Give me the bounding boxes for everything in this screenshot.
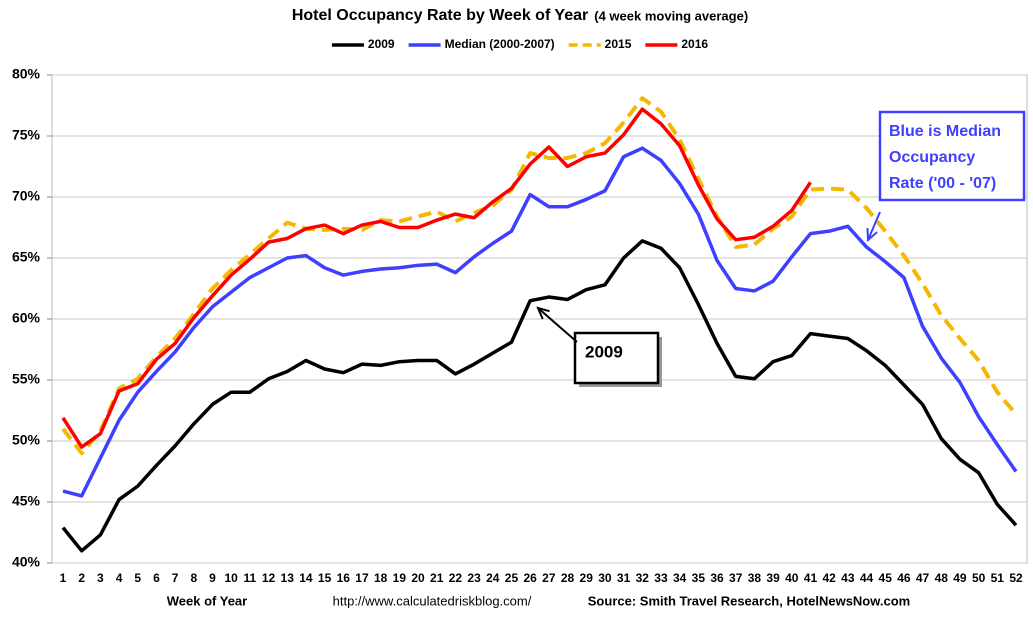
x-tick-label: 17 [355, 571, 369, 585]
y-tick-label: 50% [12, 432, 41, 448]
annotation-text: Blue is Median [889, 123, 1001, 140]
x-tick-label: 7 [172, 571, 179, 585]
legend-label: Median (2000-2007) [445, 37, 555, 51]
x-tick-label: 3 [97, 571, 104, 585]
source-note: Source: Smith Travel Research, HotelNews… [588, 593, 910, 608]
x-tick-label: 25 [505, 571, 519, 585]
chart-subtitle: (4 week moving average) [594, 8, 748, 23]
y-tick-label: 80% [12, 66, 41, 82]
x-tick-label: 20 [411, 571, 425, 585]
legend-label: 2009 [368, 37, 395, 51]
x-tick-label: 48 [935, 571, 949, 585]
legend: 2009 Median (2000-2007) 2015 2016 [331, 37, 708, 51]
x-tick-label: 24 [486, 571, 500, 585]
x-tick-label: 43 [841, 571, 855, 585]
series-line [61, 239, 1018, 553]
x-tick-label: 29 [580, 571, 594, 585]
annotation-arrowhead [536, 306, 550, 320]
series-line [61, 96, 1018, 456]
x-tick-label: 21 [430, 571, 444, 585]
chart-title: Hotel Occupancy Rate by Week of Year [292, 7, 588, 24]
x-tick-label: 26 [523, 571, 537, 585]
annotation-arrow [867, 211, 881, 241]
x-tick-label: 14 [299, 571, 313, 585]
annotation-box [878, 110, 1026, 202]
x-tick-label: 52 [1009, 571, 1023, 585]
y-tick-label: 40% [12, 554, 41, 570]
annotation-text: Rate ('00 - '07) [889, 175, 996, 192]
x-tick-label: 9 [209, 571, 216, 585]
annotation-box [573, 331, 660, 385]
x-tick-label: 40 [785, 571, 799, 585]
x-tick-label: 4 [116, 571, 123, 585]
x-tick-label: 15 [318, 571, 332, 585]
x-tick-label: 13 [281, 571, 295, 585]
x-tick-label: 38 [748, 571, 762, 585]
x-tick-label: 44 [860, 571, 874, 585]
x-tick-label: 22 [449, 571, 463, 585]
x-tick-label: 2 [78, 571, 85, 585]
x-axis-label: Week of Year [167, 593, 247, 608]
x-tick-label: 16 [337, 571, 351, 585]
legend-label: 2016 [681, 37, 708, 51]
x-tick-label: 31 [617, 571, 631, 585]
x-tick-label: 11 [244, 571, 257, 585]
x-tick-label: 1 [60, 571, 67, 585]
y-tick-label: 70% [12, 188, 41, 204]
x-tick-label: 30 [598, 571, 612, 585]
x-tick-label: 46 [897, 571, 911, 585]
y-tick-label: 75% [12, 127, 41, 143]
x-tick-label: 37 [729, 571, 743, 585]
x-tick-label: 51 [991, 571, 1005, 585]
x-tick-label: 34 [673, 571, 687, 585]
x-tick-label: 50 [972, 571, 986, 585]
y-tick-label: 60% [12, 310, 41, 326]
x-tick-label: 28 [561, 571, 575, 585]
x-tick-label: 18 [374, 571, 388, 585]
annotation-arrowhead [866, 227, 878, 243]
x-tick-label: 23 [467, 571, 481, 585]
x-tick-label: 41 [804, 571, 818, 585]
annotation-text: Occupancy [889, 149, 975, 166]
x-tick-label: 42 [822, 571, 836, 585]
legend-label: 2015 [605, 37, 632, 51]
annotation-text: 2009 [585, 342, 623, 361]
annotation-arrow [537, 307, 578, 343]
x-tick-label: 47 [916, 571, 930, 585]
x-tick-label: 8 [190, 571, 197, 585]
x-tick-label: 19 [393, 571, 407, 585]
x-tick-label: 27 [542, 571, 556, 585]
url-note: http://www.calculatedriskblog.com/ [333, 593, 532, 608]
y-tick-label: 45% [12, 493, 41, 509]
x-tick-label: 35 [692, 571, 706, 585]
x-tick-label: 6 [153, 571, 160, 585]
x-tick-label: 33 [654, 571, 668, 585]
y-tick-label: 65% [12, 249, 41, 265]
series-line [62, 146, 1018, 498]
x-tick-label: 49 [953, 571, 967, 585]
x-tick-label: 39 [766, 571, 780, 585]
x-tick-label: 12 [262, 571, 276, 585]
x-tick-label: 10 [224, 571, 238, 585]
x-tick-label: 5 [134, 571, 141, 585]
series-line [61, 107, 812, 449]
x-tick-label: 36 [710, 571, 724, 585]
x-tick-label: 45 [879, 571, 893, 585]
x-tick-label: 32 [636, 571, 650, 585]
y-tick-label: 55% [12, 371, 41, 387]
